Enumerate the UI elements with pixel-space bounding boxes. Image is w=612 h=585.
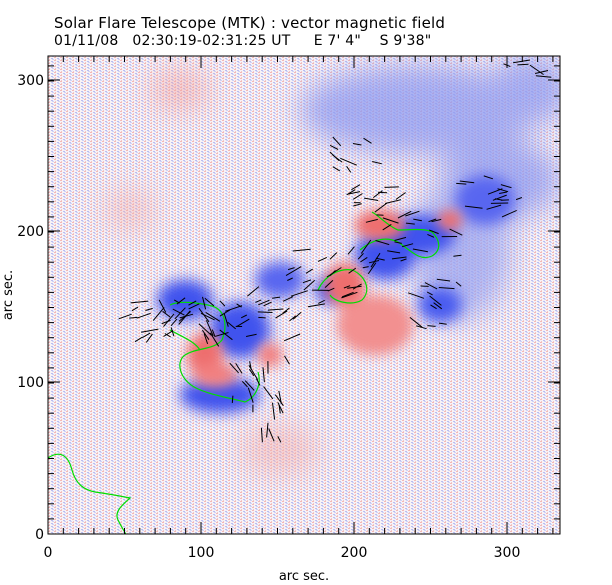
observation-info: 01/11/08 02:30:19-02:31:25 UT E 7' 4" S … — [54, 33, 432, 49]
x-tick-label: 300 — [494, 545, 521, 561]
image-title: Solar Flare Telescope (MTK) : vector mag… — [54, 14, 446, 32]
axis-ticks — [47, 56, 560, 535]
y-tick-label: 300 — [17, 73, 44, 89]
y-tick-label: 100 — [17, 375, 44, 391]
transverse-field-vectors — [118, 59, 552, 443]
x-tick-label: 200 — [341, 545, 368, 561]
plot-frame — [47, 55, 561, 535]
magnetogram-image — [48, 56, 560, 534]
x-tick-label: 0 — [44, 545, 53, 561]
y-tick-label: 0 — [35, 527, 44, 543]
y-axis-label: arc sec. — [1, 270, 16, 320]
x-axis-label: arc sec. — [279, 569, 329, 584]
x-tick-label: 100 — [188, 545, 215, 561]
y-tick-label: 200 — [17, 224, 44, 240]
